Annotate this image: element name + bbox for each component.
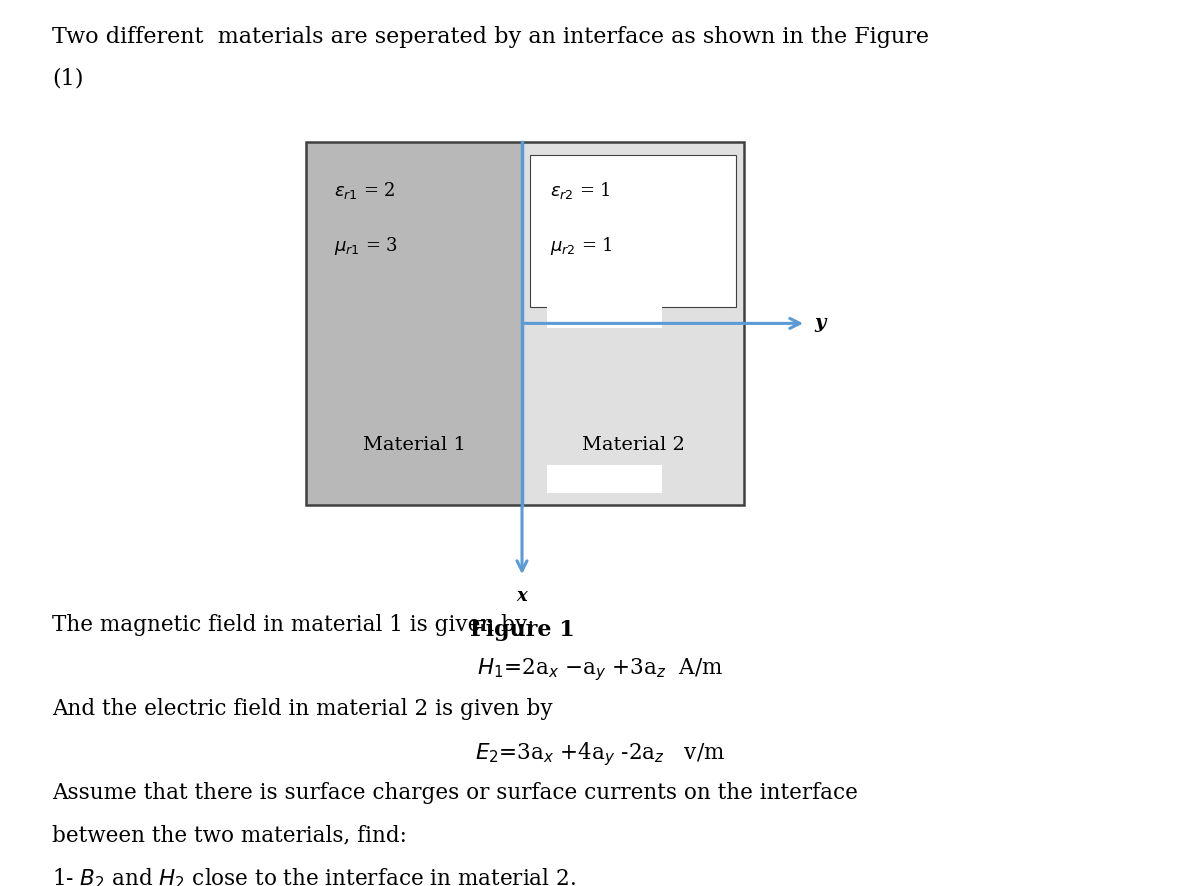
Text: $\epsilon_{r1}$ = 2: $\epsilon_{r1}$ = 2: [334, 180, 396, 201]
Text: Two different  materials are seperated by an interface as shown in the Figure: Two different materials are seperated by…: [52, 26, 929, 48]
Text: The magnetic field in material 1 is given by:: The magnetic field in material 1 is give…: [52, 614, 534, 636]
Bar: [522, 142, 744, 505]
Bar: [306, 142, 522, 505]
Text: between the two materials, find:: between the two materials, find:: [52, 824, 407, 846]
Text: Material 2: Material 2: [582, 436, 684, 454]
Text: Assume that there is surface charges or surface currents on the interface: Assume that there is surface charges or …: [52, 782, 858, 804]
Text: (1): (1): [52, 68, 84, 90]
Text: Material 1: Material 1: [362, 436, 466, 454]
Bar: [547, 299, 662, 329]
Text: y: y: [814, 315, 826, 332]
Text: $E_2$=3a$_x$ +4a$_y$ -2a$_z$   v/m: $E_2$=3a$_x$ +4a$_y$ -2a$_z$ v/m: [475, 740, 725, 768]
Text: 1- $B_2$ and $H_2$ close to the interface in material 2.: 1- $B_2$ and $H_2$ close to the interfac…: [52, 866, 576, 886]
Bar: [530, 155, 736, 307]
Text: $\mu_{r1}$ = 3: $\mu_{r1}$ = 3: [334, 235, 398, 257]
Text: And the electric field in material 2 is given by: And the electric field in material 2 is …: [52, 698, 553, 720]
Text: $\epsilon_{r2}$ = 1: $\epsilon_{r2}$ = 1: [550, 180, 611, 201]
Bar: [547, 465, 662, 493]
Text: $\mu_{r2}$ = 1: $\mu_{r2}$ = 1: [550, 235, 613, 257]
Text: Figure 1: Figure 1: [469, 619, 575, 641]
Text: $H_1$=2a$_x$ $-$a$_y$ +3a$_z$  A/m: $H_1$=2a$_x$ $-$a$_y$ +3a$_z$ A/m: [476, 656, 724, 683]
Text: x: x: [517, 587, 527, 605]
